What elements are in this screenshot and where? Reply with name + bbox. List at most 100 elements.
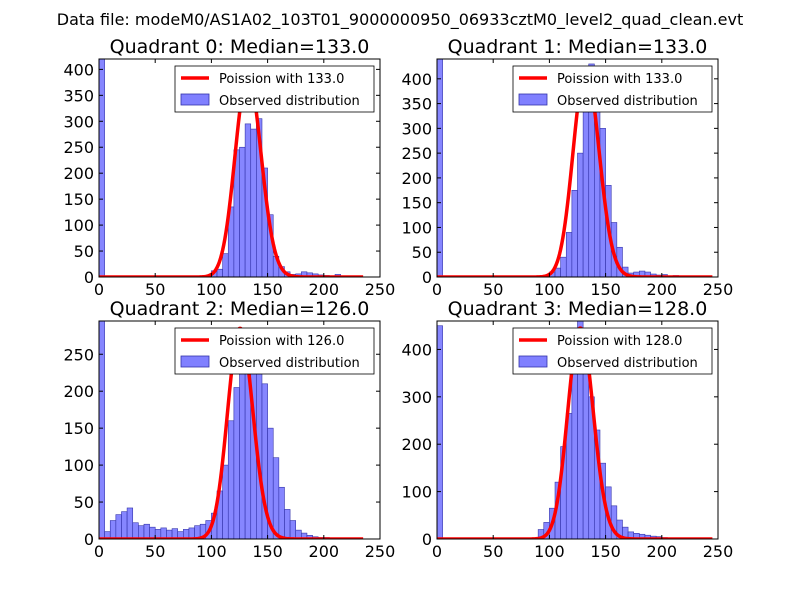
histogram-bar (278, 486, 285, 539)
y-tick-label: 100 (401, 483, 432, 502)
y-tick-label: 100 (63, 456, 94, 475)
legend: Poission with 133.0 Observed distribution (174, 65, 375, 113)
histogram-bar (233, 387, 240, 539)
histogram-bar (284, 509, 291, 539)
x-tick-label: 200 (647, 280, 678, 299)
histogram-bar (554, 267, 561, 277)
subplot-quadrant-0: Quadrant 0: Median=133.00 50 100 150 200 2500… (63, 36, 395, 299)
histogram-bar (138, 525, 145, 539)
x-tick-label: 250 (703, 542, 734, 561)
x-tick-label: 100 (534, 280, 565, 299)
y-tick-label: 0 (422, 268, 432, 287)
y-tick-label: 0 (84, 530, 94, 549)
legend-bar-swatch (180, 93, 210, 106)
legend-label-poisson: Poission with 128.0 (557, 334, 682, 349)
x-tick-label: 50 (483, 542, 503, 561)
histogram-bar (272, 457, 280, 539)
histogram-bar (250, 128, 257, 277)
y-tick-label: 400 (401, 340, 432, 359)
subplot-quadrant-1: Quadrant 1: Median=133.00 50 100 150 200 2500… (401, 36, 733, 299)
x-tick-label: 0 (94, 280, 104, 299)
x-tick-label: 100 (196, 280, 227, 299)
y-tick-label: 100 (401, 218, 432, 237)
y-tick-label: 300 (63, 112, 94, 131)
histogram-bar (99, 321, 105, 539)
x-tick-label: 50 (483, 280, 503, 299)
legend-bar-swatch (518, 355, 548, 368)
y-tick-label: 50 (412, 243, 432, 262)
y-tick-label: 200 (63, 164, 94, 183)
legend: Poission with 133.0 Observed distribution (512, 65, 713, 113)
y-tick-label: 200 (401, 169, 432, 188)
axes-frame (436, 320, 719, 540)
x-tick-label: 0 (94, 542, 104, 561)
y-tick-label: 300 (401, 388, 432, 407)
subplot-title: Quadrant 1: Median=133.0 (448, 36, 708, 58)
histogram-bar (571, 189, 578, 277)
y-tick-label: 200 (63, 382, 94, 401)
x-tick-label: 50 (145, 280, 165, 299)
histogram-bar (149, 526, 156, 539)
histogram-bar (560, 256, 567, 277)
legend-label-poisson: Poission with 126.0 (219, 334, 344, 349)
x-tick-label: 100 (196, 542, 227, 561)
x-tick-label: 0 (432, 280, 442, 299)
x-tick-label: 150 (590, 280, 621, 299)
legend-label-observed: Observed distribution (557, 94, 698, 109)
y-tick-label: 350 (63, 86, 94, 105)
x-tick-label: 150 (252, 542, 283, 561)
y-tick-label: 400 (401, 70, 432, 89)
histogram-bar (222, 253, 229, 277)
y-tick-label: 150 (63, 190, 94, 209)
subplot-quadrant-3: Quadrant 3: Median=128.0 0 50 100 150 200 250 0… (401, 298, 733, 561)
poisson-line (99, 326, 364, 539)
histogram-bar (115, 514, 122, 539)
subplot-title: Quadrant 0: Median=133.0 (110, 36, 370, 58)
y-tick-label: 350 (401, 95, 432, 114)
legend-label-observed: Observed distribution (219, 94, 360, 109)
y-tick-label: 200 (401, 435, 432, 454)
y-tick-label: 0 (422, 530, 432, 549)
histogram-bar (244, 123, 252, 277)
y-tick-label: 300 (401, 119, 432, 138)
legend-label-poisson: Poission with 133.0 (219, 72, 344, 87)
histogram-bar (437, 59, 443, 277)
subplot-quadrant-2: Quadrant 2: Median=126.0 0 50 100 150 200 250 0… (63, 298, 395, 561)
legend-bar-swatch (518, 93, 548, 106)
legend: Poission with 126.0 Observed distribution (174, 327, 375, 375)
y-tick-label: 50 (74, 493, 94, 512)
axes-frame (98, 320, 381, 540)
y-tick-label: 250 (63, 345, 94, 364)
x-tick-label: 150 (590, 542, 621, 561)
legend-label-observed: Observed distribution (219, 356, 360, 371)
x-tick-label: 50 (145, 542, 165, 561)
histogram-bar (227, 420, 235, 539)
histogram-bar (143, 523, 150, 539)
y-tick-label: 50 (74, 242, 94, 261)
x-tick-label: 100 (534, 542, 565, 561)
legend-bar-swatch (180, 355, 210, 368)
legend: Poission with 128.0 Observed distribution (512, 327, 713, 375)
histogram-bar (582, 353, 590, 539)
subplot-title: Quadrant 2: Median=126.0 (110, 298, 370, 320)
histogram-bar (239, 361, 246, 539)
axes-frame (436, 58, 719, 278)
histogram-bar (216, 268, 223, 277)
y-tick-label: 0 (84, 268, 94, 287)
histogram-bar (222, 464, 229, 539)
x-tick-label: 250 (365, 542, 396, 561)
y-tick-label: 100 (63, 216, 94, 235)
y-tick-label: 250 (401, 144, 432, 163)
x-tick-label: 200 (309, 542, 340, 561)
histogram-bar (571, 363, 578, 539)
y-tick-label: 150 (401, 194, 432, 213)
histogram-bar (582, 98, 590, 277)
figure-suptitle: Data file: modeM0/AS1A02_103T01_90000009… (57, 10, 743, 30)
y-tick-label: 400 (63, 60, 94, 79)
subplots: Quadrant 0: Median=133.00 50 100 150 200 2500… (63, 36, 733, 561)
x-tick-label: 250 (703, 280, 734, 299)
legend-label-observed: Observed distribution (557, 356, 698, 371)
x-tick-label: 250 (365, 280, 396, 299)
poisson-line (437, 67, 714, 277)
